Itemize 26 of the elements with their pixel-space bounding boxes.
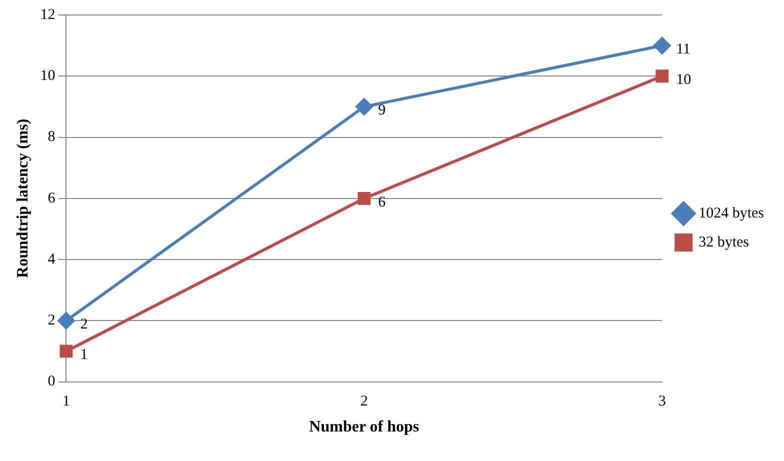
- y-tick-label: 2: [48, 312, 56, 329]
- y-tick-label: 8: [48, 129, 56, 146]
- data-label: 2: [80, 316, 88, 333]
- point: [654, 37, 671, 54]
- point: [58, 312, 75, 330]
- data-label: 1: [80, 347, 88, 364]
- x-axis-title: Number of hops: [309, 418, 420, 436]
- x-tick-label: 3: [658, 394, 666, 410]
- data-label: 11: [676, 42, 691, 58]
- y-axis-title: Roundtrip latency (ms): [14, 118, 32, 278]
- data-label: 6: [378, 194, 386, 210]
- x-tick-label: 1: [62, 394, 70, 410]
- point: [656, 70, 669, 83]
- y-tick-label: 6: [48, 190, 56, 206]
- y-tick-label: 0: [48, 374, 56, 390]
- data-label: 9: [378, 102, 386, 119]
- data-label: 10: [676, 72, 692, 88]
- legend-label: 1024 bytes: [698, 205, 764, 222]
- point: [60, 344, 73, 358]
- y-tick-label: 12: [40, 6, 56, 23]
- legend-label: 32 bytes: [698, 234, 750, 250]
- point: [358, 192, 371, 205]
- y-tick-label: 4: [48, 251, 56, 268]
- x-tick-label: 2: [360, 394, 368, 410]
- point: [356, 98, 373, 116]
- y-tick-label: 10: [40, 68, 56, 84]
